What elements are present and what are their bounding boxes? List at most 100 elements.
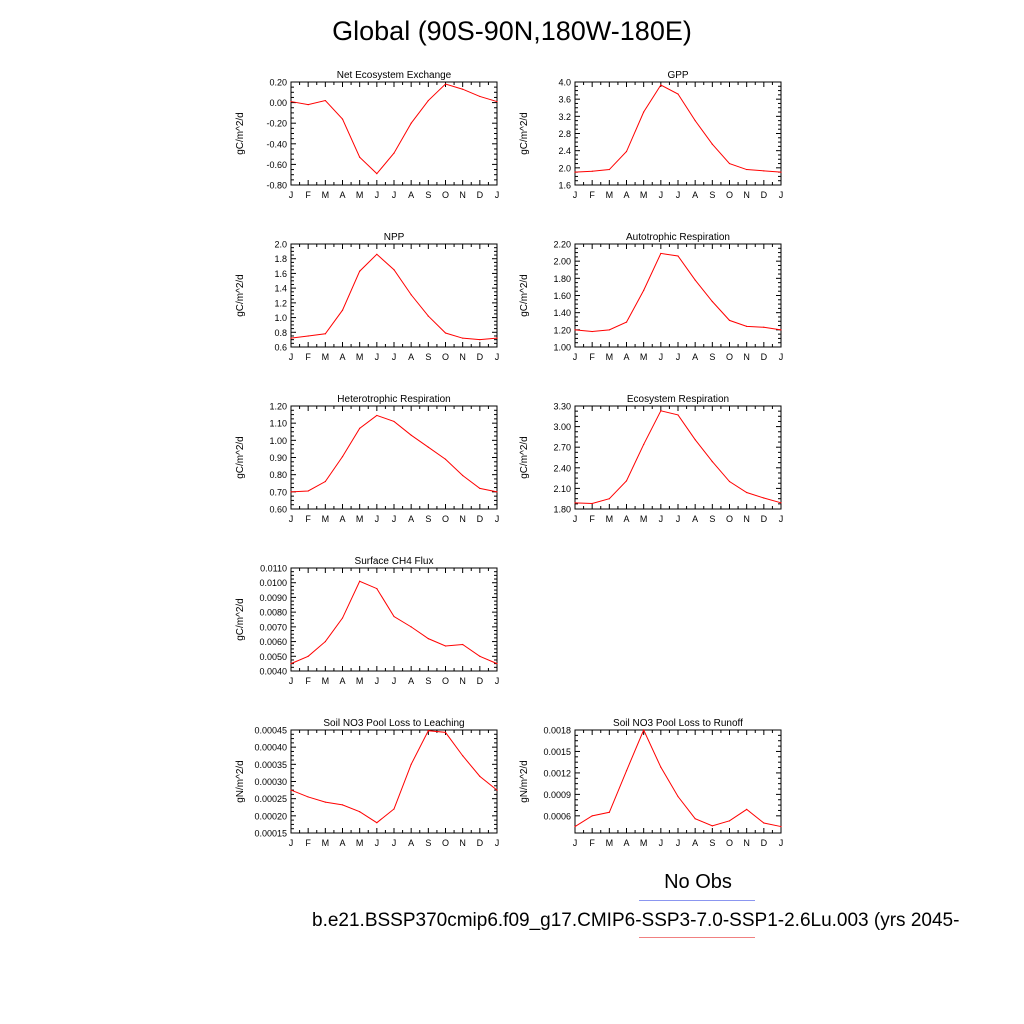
data-point (444, 645, 447, 647)
x-tick-label: D (761, 352, 768, 362)
x-tick-label: J (573, 190, 578, 200)
y-tick-label: 2.8 (558, 129, 571, 139)
y-tick-label: 1.6 (274, 269, 287, 279)
data-point (763, 170, 765, 172)
data-point (410, 763, 412, 765)
x-tick-label: J (779, 352, 784, 362)
series-line (574, 728, 782, 828)
data-point (746, 168, 748, 171)
x-tick-label: A (623, 352, 629, 362)
x-tick-label: M (322, 190, 330, 200)
y-tick-label: 1.10 (269, 419, 287, 429)
data-point (376, 253, 378, 255)
data-point (359, 270, 361, 272)
chart-title: Surface CH4 Flux (355, 556, 434, 567)
data-point (763, 497, 765, 499)
chart-title: GPP (667, 70, 688, 81)
data-point (591, 170, 593, 172)
y-tick-label: 1.6 (558, 181, 571, 191)
x-tick-label: N (459, 676, 466, 686)
data-point (763, 822, 765, 824)
x-tick-label: J (676, 838, 681, 848)
y-axis-label: gC/m^2/d (235, 598, 246, 641)
x-tick-label: J (375, 838, 380, 848)
x-tick-label: O (442, 514, 449, 524)
x-tick-label: D (761, 514, 768, 524)
data-point (711, 461, 713, 463)
data-point (625, 321, 628, 323)
data-point (780, 171, 782, 173)
data-point (462, 337, 464, 339)
series-line (574, 84, 782, 173)
data-point (341, 617, 344, 619)
data-point (496, 491, 498, 493)
y-tick-label: 0.0015 (543, 747, 571, 757)
data-point (359, 580, 361, 582)
x-tick-label: A (692, 352, 698, 362)
y-tick-label: 1.20 (269, 402, 287, 412)
data-point (376, 414, 378, 417)
data-point (290, 100, 292, 103)
data-point (410, 122, 412, 124)
x-tick-label: S (425, 676, 431, 686)
x-tick-label: F (305, 838, 311, 848)
data-point (290, 337, 292, 339)
x-tick-label: A (339, 352, 345, 362)
x-tick-label: D (477, 352, 484, 362)
y-tick-label: 0.0018 (543, 726, 571, 736)
data-point (462, 88, 464, 90)
x-tick-label: S (709, 838, 715, 848)
x-tick-label: N (459, 838, 466, 848)
chart-title: Soil NO3 Pool Loss to Leaching (323, 718, 464, 729)
data-point (444, 731, 447, 734)
data-point (677, 255, 679, 257)
x-tick-label: D (761, 190, 768, 200)
y-axis-label: gC/m^2/d (519, 274, 530, 317)
data-point (341, 309, 344, 311)
data-point (410, 294, 412, 296)
data-point (462, 643, 464, 646)
data-point (324, 640, 326, 643)
data-point (694, 818, 696, 820)
x-tick-label: J (289, 190, 294, 200)
x-tick-label: D (477, 514, 484, 524)
data-point (307, 796, 309, 798)
data-point (324, 480, 326, 483)
x-tick-label: N (743, 514, 750, 524)
data-point (496, 337, 498, 339)
x-tick-label: M (356, 838, 364, 848)
y-tick-label: 1.80 (553, 274, 571, 284)
x-tick-label: A (692, 190, 698, 200)
data-point (660, 252, 662, 255)
x-tick-label: F (305, 676, 311, 686)
y-tick-label: 0.6 (274, 343, 287, 353)
y-tick-label: 1.40 (553, 308, 571, 318)
data-point (307, 335, 309, 337)
data-point (376, 588, 378, 590)
data-point (444, 458, 447, 460)
data-point (643, 443, 645, 446)
series-line (574, 252, 782, 333)
x-tick-label: M (606, 514, 614, 524)
x-tick-label: M (606, 838, 614, 848)
x-tick-label: J (392, 190, 397, 200)
x-tick-label: A (408, 838, 414, 848)
data-point (393, 152, 395, 154)
x-tick-label: A (692, 514, 698, 524)
y-tick-label: 0.8 (274, 328, 287, 338)
y-tick-label: 0.0012 (543, 768, 571, 778)
data-point (608, 329, 610, 331)
x-tick-label: O (442, 190, 449, 200)
y-tick-label: 1.20 (553, 325, 571, 335)
x-tick-label: D (477, 676, 484, 686)
x-tick-label: S (425, 514, 431, 524)
y-tick-label: 1.2 (274, 298, 287, 308)
y-tick-label: 0.0040 (259, 667, 287, 677)
y-tick-label: 0.0009 (543, 790, 571, 800)
x-tick-label: S (425, 352, 431, 362)
data-point (711, 825, 713, 827)
plot-frame (290, 81, 498, 186)
y-tick-label: 0.00045 (254, 726, 287, 736)
